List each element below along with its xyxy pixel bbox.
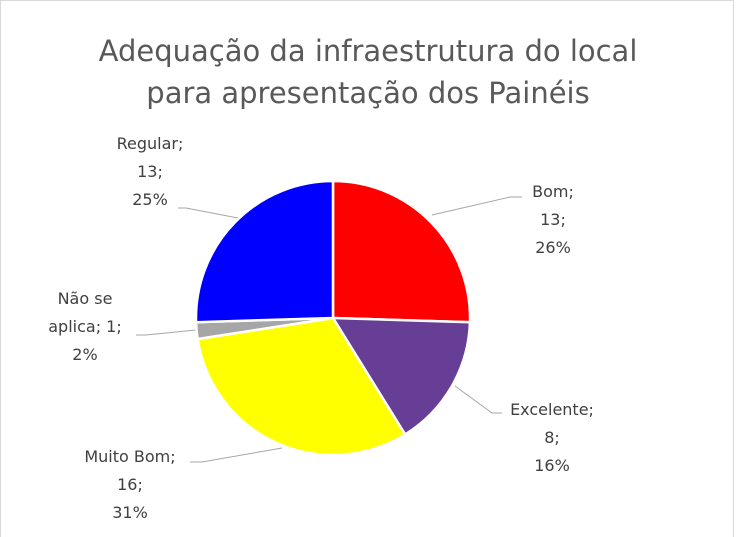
data-label: Não se aplica; 1; 2% <box>48 289 122 364</box>
data-label: Muito Bom; 16; 31% <box>84 447 176 522</box>
pie-slice <box>330 316 472 437</box>
pie-slice <box>194 179 335 324</box>
pie-slice <box>196 316 407 457</box>
leader-lines <box>136 196 522 463</box>
data-label: Excelente; 8; 16% <box>510 400 594 475</box>
data-label: Bom; 13; 26% <box>532 182 574 257</box>
leader-line <box>136 329 197 336</box>
leader-line <box>431 196 522 216</box>
leader-line <box>190 447 283 463</box>
leader-line <box>178 207 239 219</box>
pie-slice <box>331 179 472 324</box>
leader-line <box>454 385 502 414</box>
chart-title: Adequação da infraestrutura do local par… <box>98 34 638 110</box>
data-label: Regular; 13; 25% <box>116 134 184 209</box>
